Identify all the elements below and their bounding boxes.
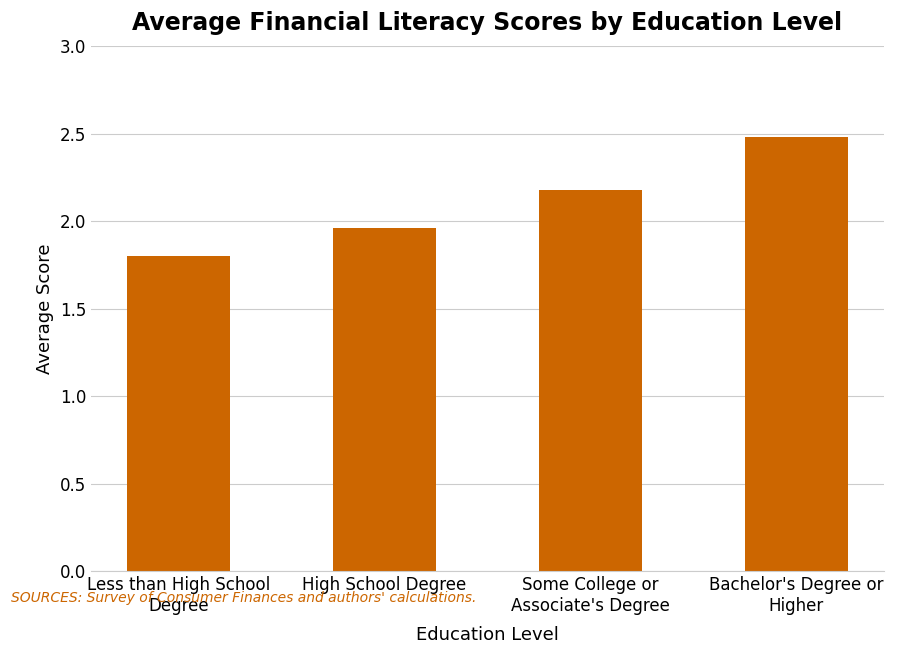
- Text: St. Louis: St. Louis: [208, 630, 295, 647]
- Bar: [744, 137, 847, 571]
- Bar: [128, 256, 230, 571]
- Title: Average Financial Literacy Scores by Education Level: Average Financial Literacy Scores by Edu…: [132, 11, 843, 34]
- Text: Federal Reserve Bank: Federal Reserve Bank: [11, 630, 220, 647]
- Bar: [538, 190, 641, 571]
- X-axis label: Education Level: Education Level: [416, 626, 558, 644]
- Bar: [333, 228, 436, 571]
- Text: SOURCES: Survey of Consumer Finances and authors' calculations.: SOURCES: Survey of Consumer Finances and…: [11, 591, 476, 605]
- Y-axis label: Average Score: Average Score: [36, 244, 55, 374]
- Text: of: of: [189, 630, 206, 647]
